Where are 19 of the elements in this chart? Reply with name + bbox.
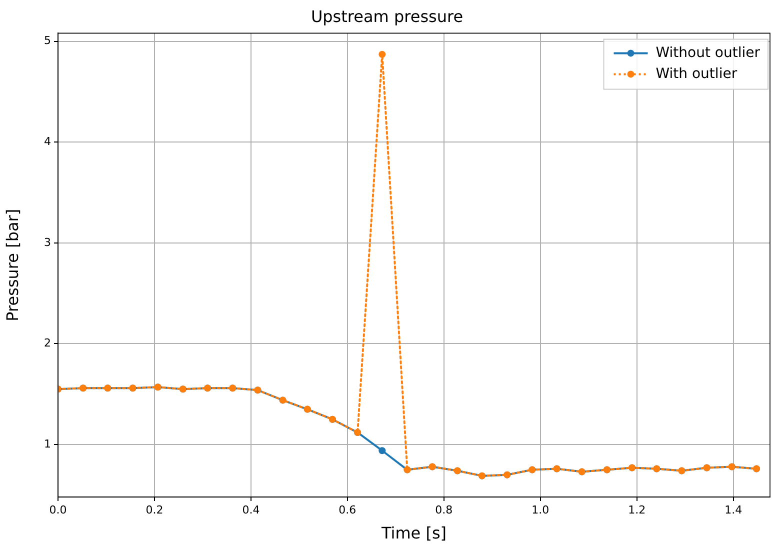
x-tick-label: 0.6 <box>338 503 356 516</box>
y-tick-label: 1 <box>44 437 51 450</box>
legend-label: With outlier <box>656 66 738 82</box>
y-tick-label: 3 <box>44 236 51 249</box>
x-tick-label: 0.2 <box>146 503 164 516</box>
x-tick-label: 1.2 <box>628 503 646 516</box>
legend-label: Without outlier <box>656 44 760 61</box>
x-tick-label: 0.8 <box>435 503 453 516</box>
chart-title: Upstream pressure <box>310 6 464 26</box>
point <box>378 50 386 58</box>
y-tick-label: 5 <box>44 34 51 48</box>
x-tick-label: 1.0 <box>532 503 550 516</box>
x-axis-title: Time [s] <box>380 524 447 543</box>
y-tick-label: 4 <box>44 134 51 148</box>
x-tick-label: 0.4 <box>242 503 260 516</box>
y-axis-title: Pressure [bar] <box>2 208 22 322</box>
x-tick-label: 0.0 <box>49 503 67 516</box>
y-tick-label: 2 <box>44 336 51 350</box>
x-tick-label: 1.4 <box>724 503 742 516</box>
